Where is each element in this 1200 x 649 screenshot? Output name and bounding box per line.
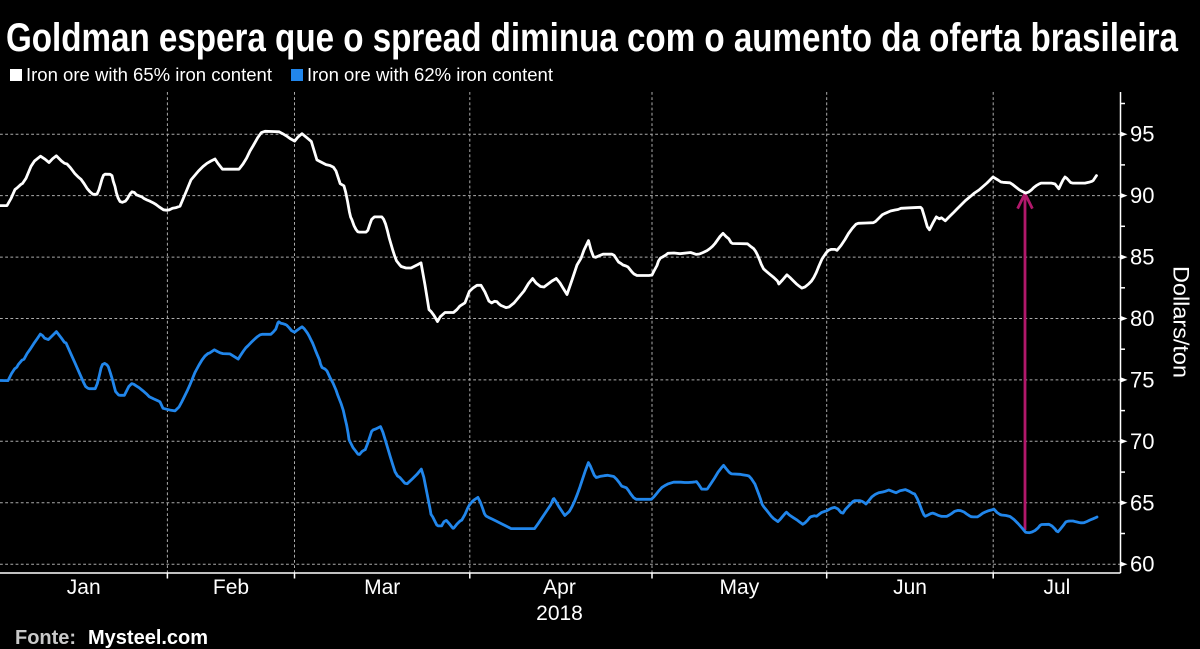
svg-text:Iron ore with 65% iron content: Iron ore with 65% iron content xyxy=(26,65,272,85)
svg-text:Iron ore with 62% iron content: Iron ore with 62% iron content xyxy=(307,65,553,85)
svg-text:60: 60 xyxy=(1130,552,1154,577)
svg-text:Feb: Feb xyxy=(213,576,249,599)
svg-text:90: 90 xyxy=(1130,183,1154,208)
svg-text:85: 85 xyxy=(1130,245,1154,270)
svg-text:Goldman espera que o spread di: Goldman espera que o spread diminua com … xyxy=(6,16,1179,60)
svg-text:Jun: Jun xyxy=(893,576,927,599)
svg-text:Dollars/ton: Dollars/ton xyxy=(1169,266,1194,378)
svg-text:2018: 2018 xyxy=(536,602,583,625)
svg-text:95: 95 xyxy=(1130,122,1154,147)
svg-text:Apr: Apr xyxy=(543,576,576,599)
svg-text:Mar: Mar xyxy=(364,576,400,599)
svg-text:80: 80 xyxy=(1130,306,1154,331)
svg-text:75: 75 xyxy=(1130,367,1154,392)
svg-text:Fonte:: Fonte: xyxy=(15,627,76,649)
svg-text:Jan: Jan xyxy=(67,576,101,599)
svg-text:Mysteel.com: Mysteel.com xyxy=(88,627,208,649)
svg-text:65: 65 xyxy=(1130,490,1154,515)
svg-text:May: May xyxy=(720,576,760,599)
svg-text:Jul: Jul xyxy=(1043,576,1070,599)
svg-text:70: 70 xyxy=(1130,429,1154,454)
